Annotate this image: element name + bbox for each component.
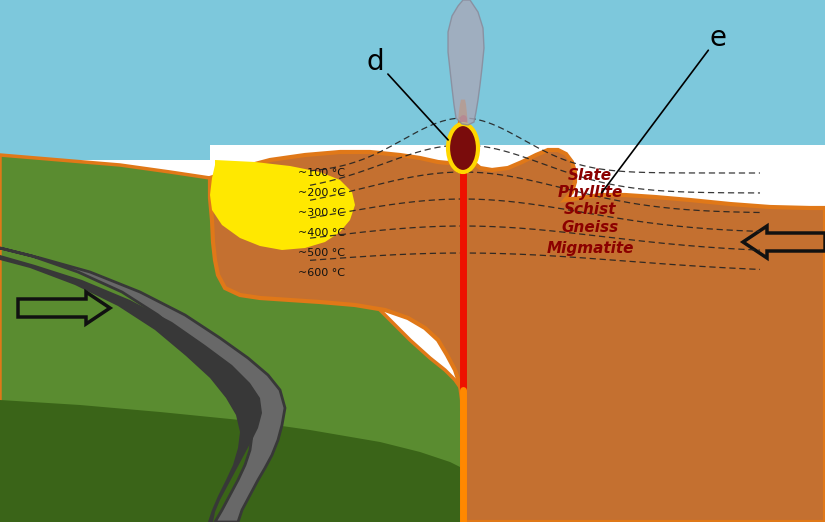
Text: Schist: Schist [563,203,616,218]
Polygon shape [0,0,825,145]
Text: e: e [710,24,727,52]
Text: Gneiss: Gneiss [561,220,619,235]
Polygon shape [210,160,355,250]
Text: ~400 °C: ~400 °C [298,228,345,238]
Text: ~100 °C: ~100 °C [298,168,345,178]
Polygon shape [0,248,285,522]
Polygon shape [210,100,825,522]
Text: Phyllite: Phyllite [558,184,623,199]
Text: ~500 °C: ~500 °C [298,248,345,258]
Polygon shape [0,400,825,522]
Text: d: d [366,48,384,76]
Text: ~200 °C: ~200 °C [298,188,345,198]
Polygon shape [0,255,262,522]
Text: ~300 °C: ~300 °C [298,208,345,218]
Text: Slate: Slate [568,168,612,183]
Polygon shape [0,0,210,160]
Ellipse shape [448,124,478,172]
Text: Migmatite: Migmatite [546,241,634,255]
Text: ~600 °C: ~600 °C [298,268,345,278]
Polygon shape [0,155,825,522]
Polygon shape [448,0,484,125]
